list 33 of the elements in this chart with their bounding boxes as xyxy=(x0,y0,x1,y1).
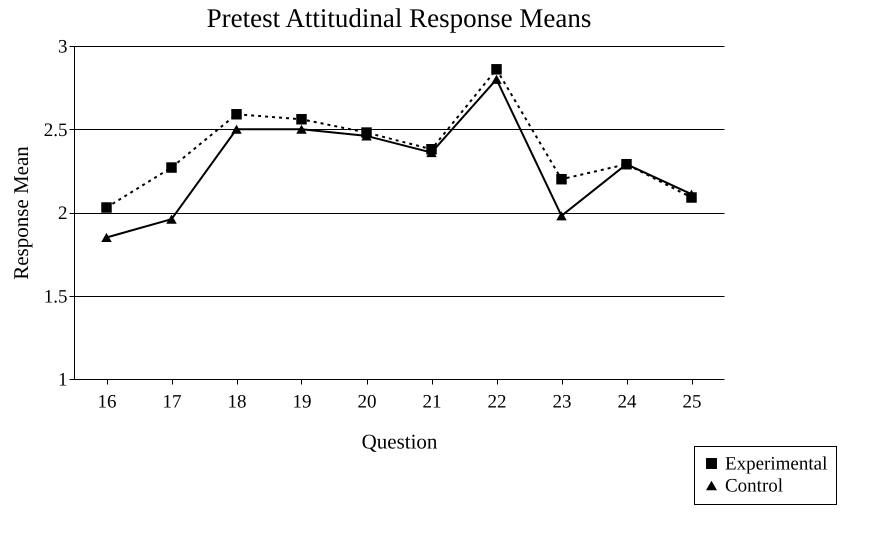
y-tick-label: 1 xyxy=(58,370,68,390)
x-tick-label: 23 xyxy=(552,392,572,412)
y-tick-label: 3 xyxy=(58,36,68,58)
point xyxy=(231,124,242,134)
legend-label: Control xyxy=(725,476,784,496)
x-tick-label: 17 xyxy=(162,392,182,412)
chart-title: Pretest Attitudinal Response Means xyxy=(206,3,592,33)
y-axis-title: Response Mean xyxy=(8,146,33,280)
point xyxy=(296,124,307,134)
point xyxy=(166,162,177,173)
y-tick-label: 2.5 xyxy=(44,120,68,141)
x-tick-label: 22 xyxy=(488,392,506,412)
point xyxy=(296,114,307,125)
legend-label: Experimental xyxy=(725,454,828,474)
point xyxy=(101,232,112,242)
point xyxy=(556,211,567,220)
x-tick-label: 21 xyxy=(422,392,442,412)
y-tick-label: 2 xyxy=(58,203,68,224)
x-tick-label: 25 xyxy=(682,392,702,412)
point xyxy=(166,214,177,224)
x-tick-label: 18 xyxy=(228,392,246,412)
point xyxy=(101,202,112,213)
x-tick-label: 16 xyxy=(98,392,116,412)
x-tick-label: 20 xyxy=(358,392,376,412)
x-tick-label: 24 xyxy=(618,392,637,412)
point xyxy=(491,64,502,75)
x-tick-label: 19 xyxy=(292,392,312,412)
y-tick-label: 1.5 xyxy=(44,286,68,308)
point xyxy=(491,74,502,84)
point xyxy=(686,190,697,199)
point xyxy=(556,174,567,184)
x-axis-title: Question xyxy=(362,430,438,454)
point xyxy=(231,109,242,120)
